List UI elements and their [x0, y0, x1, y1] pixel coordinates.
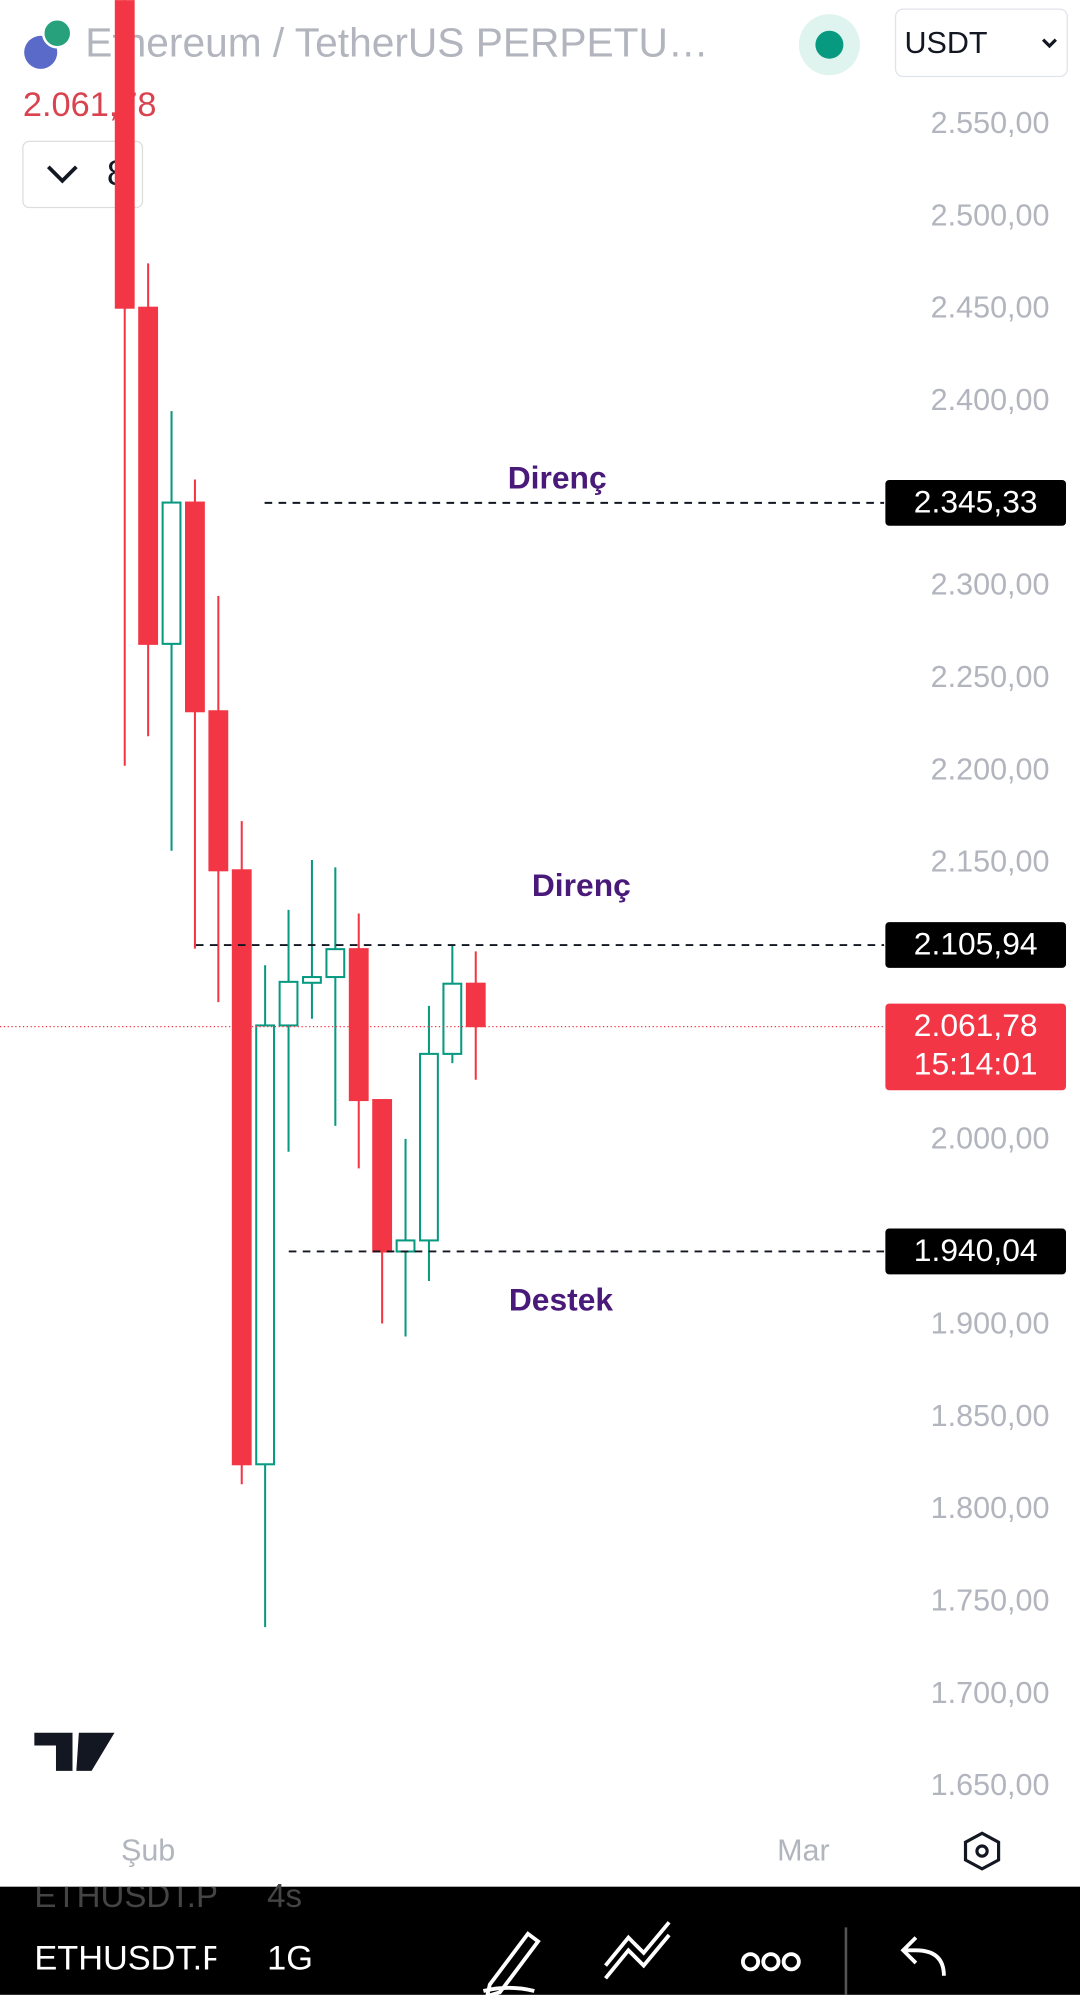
- chevron: [46, 165, 78, 184]
- level-annotation: Direnç: [508, 459, 607, 495]
- y-tick-label: 2.500,00: [931, 198, 1050, 232]
- candle-body: [208, 710, 229, 872]
- level-label: 1.940,04: [914, 1232, 1038, 1268]
- interval[interactable]: 1G: [267, 1940, 313, 1978]
- x-tick-label: Mar: [777, 1833, 830, 1867]
- level-label-box: [885, 922, 1067, 968]
- candle-body: [325, 948, 346, 979]
- level-label-box: [885, 1228, 1067, 1275]
- header-price: 2.061,78: [23, 86, 157, 124]
- header: Ethereum / TetherUS PERPETU… 2.061,78 8 …: [22, 8, 1068, 209]
- candle-body: [114, 0, 135, 309]
- y-tick-label: 2.150,00: [931, 845, 1050, 879]
- y-tick-label: 2.200,00: [931, 752, 1050, 786]
- candle-body: [465, 982, 486, 1028]
- current-price-box: [885, 1003, 1067, 1091]
- y-tick-label: 1.650,00: [931, 1768, 1050, 1802]
- chevron: [1041, 38, 1057, 49]
- candle-body: [231, 869, 252, 1466]
- status-dot[interactable]: [815, 30, 844, 59]
- level-label: 2.105,94: [914, 926, 1038, 962]
- candle-body: [161, 501, 182, 645]
- y-tick-label: 1.850,00: [931, 1399, 1050, 1433]
- y-tick-label: 2.550,00: [931, 106, 1050, 140]
- settings-icon[interactable]: [963, 1831, 1001, 1871]
- candle-body: [185, 501, 205, 713]
- prev-interval: 4s: [267, 1878, 302, 1915]
- tether-icon: [41, 17, 73, 49]
- toolbar: ETHUSDT.P ETHUSDT.P 4s 1G: [0, 1878, 1080, 1995]
- symbol-title: Ethereum / TetherUS PERPETU…: [85, 20, 708, 66]
- currency: USDT: [904, 26, 987, 60]
- y-tick-label: 1.750,00: [931, 1583, 1050, 1617]
- draw-icon[interactable]: [482, 1931, 541, 1995]
- y-tick-label: 2.300,00: [931, 568, 1050, 602]
- y-tick-label: 1.700,00: [931, 1676, 1050, 1710]
- y-tick-label: 2.450,00: [931, 291, 1050, 325]
- countdown: 15:14:01: [914, 1045, 1038, 1081]
- settings-icon-dot: [975, 1844, 989, 1858]
- level-annotation: Direnç: [532, 867, 631, 903]
- candle-body: [372, 1099, 393, 1253]
- y-tick-label: 1.800,00: [931, 1491, 1050, 1525]
- more-icon[interactable]: [740, 1952, 801, 1972]
- plot: [0, 0, 885, 1628]
- symbol[interactable]: ETHUSDT.P: [34, 1940, 225, 1978]
- level-label-box: [885, 479, 1067, 526]
- candle-body: [442, 982, 463, 1055]
- candle-body: [138, 306, 159, 645]
- y-tick-label: 2.250,00: [931, 660, 1050, 694]
- level-annotation: Destek: [509, 1282, 614, 1318]
- level-label: 2.345,33: [914, 484, 1038, 520]
- candle-body: [302, 976, 322, 984]
- tv-logo-dot: [90, 1734, 106, 1750]
- candle-body: [419, 1052, 439, 1242]
- currency-select[interactable]: [894, 8, 1068, 78]
- candle-body: [348, 948, 369, 1102]
- x-tick-label: Şub: [121, 1833, 175, 1867]
- undo-icon[interactable]: [900, 1936, 946, 1976]
- lines-icon[interactable]: [604, 1921, 671, 1980]
- overlay: 2.345,33 Direnç 2.105,94 Direnç 1.940,04 Dest…: [195, 459, 1067, 1318]
- candle-body: [395, 1239, 416, 1253]
- y-tick-label: 2.000,00: [931, 1122, 1050, 1156]
- y-tick-label: 1.900,00: [931, 1306, 1050, 1340]
- prev-symbol: ETHUSDT.P: [34, 1878, 218, 1915]
- y-tick-label: 2.400,00: [931, 383, 1050, 417]
- candle-body: [278, 980, 299, 1027]
- indicator-toggle[interactable]: [22, 140, 144, 209]
- current-price-label: 2.061,78: [914, 1007, 1038, 1043]
- candle-body: [255, 1024, 276, 1466]
